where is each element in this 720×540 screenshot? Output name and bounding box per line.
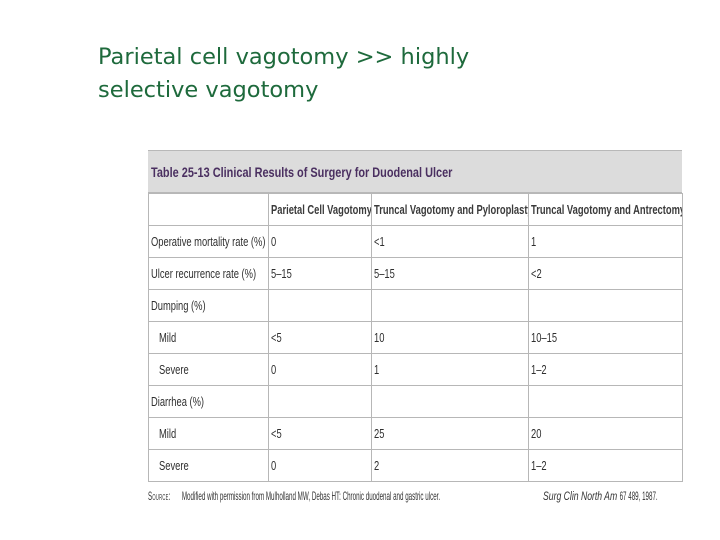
- source-label: Source:: [148, 489, 171, 503]
- table-cell: 1: [371, 353, 529, 386]
- table-cell: 1: [528, 225, 683, 258]
- header-cell-truncal-vagotomy-pyloroplasty: Truncal Vagotomy and Pyloroplasty: [371, 193, 529, 226]
- table-cell: <5: [268, 417, 372, 450]
- row-label: Mild: [148, 417, 269, 450]
- table-cell: 0: [268, 449, 372, 482]
- table-cell: [528, 385, 683, 418]
- source-text: Modified with permission from Mulholland…: [181, 489, 441, 503]
- header-cell-truncal-vagotomy-antrectomy: Truncal Vagotomy and Antrectomy: [528, 193, 683, 226]
- table-cell: <5: [268, 321, 372, 354]
- table-cell: 1–2: [528, 353, 683, 386]
- table-cell: 0: [268, 353, 372, 386]
- row-label: Severe: [148, 353, 269, 386]
- table-cell: [268, 385, 372, 418]
- table-cell: 0: [268, 225, 372, 258]
- table-cell: <1: [371, 225, 529, 258]
- row-label: Mild: [148, 321, 269, 354]
- table-cell: 5–15: [268, 257, 372, 290]
- table-source-note: Source: Modified with permission from Mu…: [148, 482, 682, 510]
- table-cell: [371, 289, 529, 322]
- row-label: Diarrhea (%): [148, 385, 269, 418]
- table-row: Mild <5 10 10–15: [148, 321, 683, 354]
- table-cell: <2: [528, 257, 683, 290]
- clinical-results-table-figure: Table 25-13 Clinical Results of Surgery …: [148, 150, 683, 510]
- table-row: Severe 0 2 1–2: [148, 449, 683, 482]
- table-caption: Table 25-13 Clinical Results of Surgery …: [148, 150, 682, 193]
- table-cell: [268, 289, 372, 322]
- table-caption-text: Table 25-13 Clinical Results of Surgery …: [151, 163, 453, 180]
- table-cell: 25: [371, 417, 529, 450]
- table-cell: 1–2: [528, 449, 683, 482]
- table-cell: 10–15: [528, 321, 683, 354]
- table-cell: [371, 385, 529, 418]
- table-cell: 2: [371, 449, 529, 482]
- table-row: Mild <5 25 20: [148, 417, 683, 450]
- table-cell: 10: [371, 321, 529, 354]
- header-cell-parietal-cell-vagotomy: Parietal Cell Vagotomy: [268, 193, 372, 226]
- table-row: Ulcer recurrence rate (%) 5–15 5–15 <2: [148, 257, 683, 290]
- table-row: Dumping (%): [148, 289, 683, 322]
- source-journal: Surg Clin North Am: [543, 489, 618, 503]
- table-cell: 20: [528, 417, 683, 450]
- row-label: Dumping (%): [148, 289, 269, 322]
- source-citation: 67 489, 1987.: [619, 489, 658, 503]
- table-row: Severe 0 1 1–2: [148, 353, 683, 386]
- row-label: Ulcer recurrence rate (%): [148, 257, 269, 290]
- slide-title: Parietal cell vagotomy >> highly selecti…: [98, 41, 658, 107]
- table-row: Operative mortality rate (%) 0 <1 1: [148, 225, 683, 258]
- table-row: Diarrhea (%): [148, 385, 683, 418]
- table-cell: [528, 289, 683, 322]
- row-label: Severe: [148, 449, 269, 482]
- header-cell-empty: [148, 193, 269, 226]
- slide-title-line-2: selective vagotomy: [98, 77, 319, 103]
- table-cell: 5–15: [371, 257, 529, 290]
- slide-title-line-1: Parietal cell vagotomy >> highly: [98, 44, 470, 70]
- clinical-results-table: Parietal Cell Vagotomy Truncal Vagotomy …: [148, 193, 683, 482]
- table-header-row: Parietal Cell Vagotomy Truncal Vagotomy …: [148, 193, 683, 226]
- row-label: Operative mortality rate (%): [148, 225, 269, 258]
